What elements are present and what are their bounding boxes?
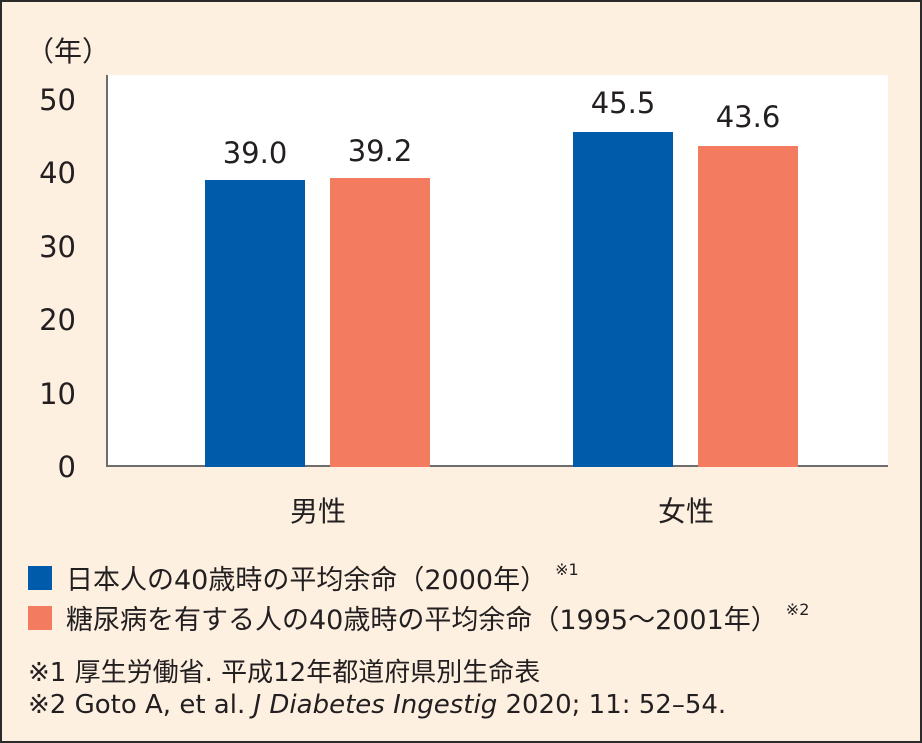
x-label-male: 男性 [289, 495, 346, 528]
y-axis-unit: （年） [26, 35, 111, 68]
y-tick-50: 50 [39, 83, 76, 117]
legend-swatch-orange [28, 605, 52, 630]
footnote-2: ※2 Goto A, et al. J Diabetes Ingestig 20… [28, 690, 726, 720]
legend-item-japanese: 日本人の40歳時の平均余命（2000年） ※1 [28, 558, 579, 597]
legend-item-diabetes: 糖尿病を有する人の40歳時の平均余命（1995～2001年） ※2 [28, 598, 809, 637]
bar-male-japanese [205, 180, 305, 467]
y-tick-20: 20 [39, 303, 76, 337]
footnote-2-authors: ※2 Goto A, et al. [28, 690, 254, 720]
bar-female-japanese [573, 132, 673, 467]
y-tick-10: 10 [39, 377, 76, 411]
value-label-female-diabetes: 43.6 [715, 100, 781, 134]
bar-male-diabetes [330, 178, 430, 467]
y-tick-40: 40 [39, 156, 76, 190]
x-label-female: 女性 [657, 495, 714, 528]
footnote-2-citation: 2020; 11: 52–54. [497, 690, 727, 720]
bar-female-diabetes [698, 146, 798, 467]
value-label-female-japanese: 45.5 [590, 86, 656, 120]
y-tick-30: 30 [39, 230, 76, 264]
footnote-2-journal: J Diabetes Ingestig [253, 690, 498, 720]
footnote-1: ※1 厚生労働省. 平成12年都道府県別生命表 [28, 658, 541, 688]
legend-label: 糖尿病を有する人の40歳時の平均余命（1995～2001年） [66, 605, 778, 636]
value-label-male-japanese: 39.0 [222, 136, 288, 170]
value-label-male-diabetes: 39.2 [347, 134, 413, 168]
legend-note: ※2 [785, 600, 810, 619]
legend-swatch-blue [28, 565, 52, 590]
legend-label: 日本人の40歳時の平均余命（2000年） [66, 565, 548, 596]
y-tick-0: 0 [57, 450, 76, 484]
legend-note: ※1 [555, 560, 579, 579]
